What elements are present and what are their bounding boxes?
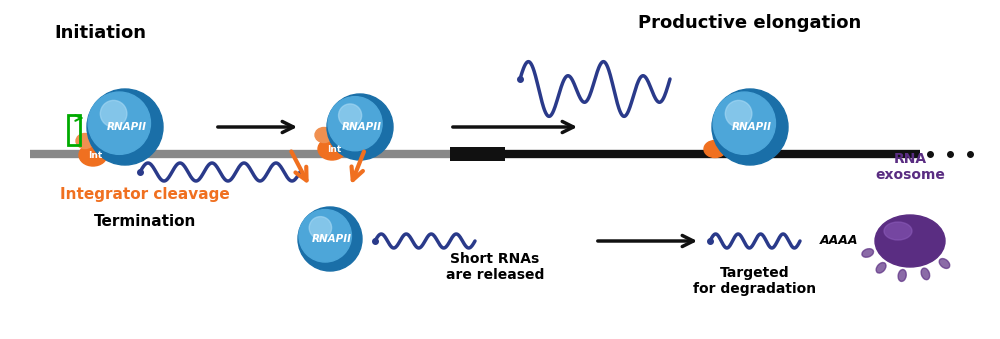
Text: Initiation: Initiation: [54, 24, 146, 42]
Text: Int: Int: [327, 144, 341, 154]
Text: Targeted
for degradation: Targeted for degradation: [693, 266, 817, 296]
Ellipse shape: [318, 138, 346, 160]
Circle shape: [712, 89, 788, 165]
Circle shape: [88, 92, 150, 154]
Text: Termination: Termination: [94, 214, 196, 228]
Circle shape: [87, 89, 163, 165]
Circle shape: [328, 97, 382, 151]
Ellipse shape: [939, 259, 950, 268]
Ellipse shape: [79, 144, 107, 166]
Ellipse shape: [335, 128, 357, 146]
Text: RNAPII: RNAPII: [732, 122, 772, 132]
Ellipse shape: [898, 270, 906, 281]
Text: Int: Int: [88, 151, 102, 160]
Ellipse shape: [862, 249, 874, 257]
Ellipse shape: [876, 262, 886, 273]
Text: Integrator cleavage: Integrator cleavage: [60, 186, 230, 201]
FancyBboxPatch shape: [450, 147, 505, 161]
Circle shape: [339, 104, 362, 127]
Text: RNAPII: RNAPII: [342, 122, 382, 132]
Text: Productive elongation: Productive elongation: [638, 14, 862, 32]
Ellipse shape: [875, 215, 945, 267]
Text: Short RNAs
are released: Short RNAs are released: [446, 252, 544, 282]
Text: RNAPII: RNAPII: [312, 234, 352, 244]
Circle shape: [298, 207, 362, 271]
Ellipse shape: [921, 268, 930, 280]
Text: RNA
exosome: RNA exosome: [875, 152, 945, 182]
Circle shape: [309, 217, 332, 239]
Ellipse shape: [315, 127, 333, 142]
Ellipse shape: [720, 128, 736, 142]
Text: RNAPII: RNAPII: [107, 122, 147, 132]
Circle shape: [327, 94, 393, 160]
Circle shape: [725, 100, 752, 127]
Ellipse shape: [884, 222, 912, 240]
Ellipse shape: [76, 134, 94, 148]
Ellipse shape: [96, 134, 118, 152]
Circle shape: [100, 100, 127, 127]
Circle shape: [713, 92, 775, 154]
Ellipse shape: [704, 140, 726, 158]
Text: AAAA: AAAA: [820, 235, 858, 247]
Circle shape: [299, 210, 351, 262]
